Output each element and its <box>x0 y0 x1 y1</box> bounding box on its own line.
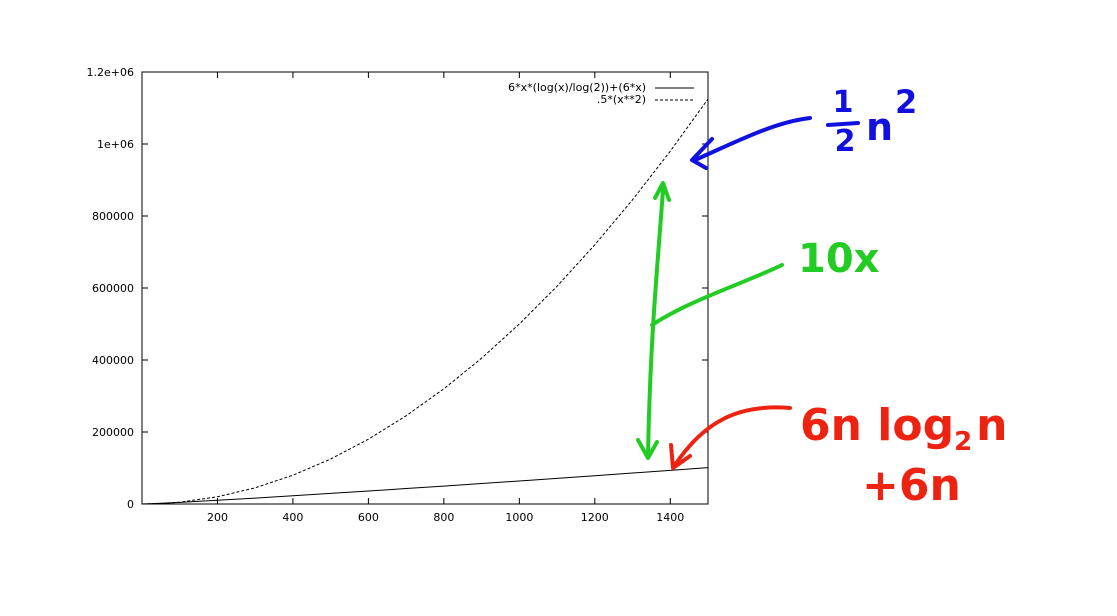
legend-label-series-2: .5*(x**2) <box>597 93 646 106</box>
x-tick-label: 800 <box>433 511 454 524</box>
blue-arrow-shaft <box>693 116 812 162</box>
ten-x-label: 10x <box>798 236 880 282</box>
y-tick-label: 200000 <box>92 426 134 439</box>
annotation-n-log-n <box>669 405 792 470</box>
green-arrow-head-down <box>636 438 659 460</box>
series-line-2 <box>142 98 709 505</box>
y-tick-label: 400000 <box>92 354 134 367</box>
x-tick-label: 1000 <box>505 511 533 524</box>
green-pointer-line <box>650 263 784 327</box>
n-log-n-label-line1: 6n log2n <box>800 400 1008 457</box>
annotation-ten-x <box>636 181 784 460</box>
y-tick-label: 600000 <box>92 282 134 295</box>
green-arrow-head-up <box>653 181 671 202</box>
x-tick-label: 400 <box>282 511 303 524</box>
n-log-n-subscript: 2 <box>954 427 972 457</box>
n-log-n-part-a: 6n log <box>800 400 954 451</box>
red-arrow-shaft <box>673 405 792 467</box>
y-tick-label: 0 <box>127 498 134 511</box>
n-squared-exponent: 2 <box>895 83 917 121</box>
blue-arrow-head <box>690 137 714 170</box>
axis-ticks: 200 400 600 800 1000 1200 1400 0 200000 400000 600… <box>87 66 708 524</box>
y-tick-label: 1e+06 <box>97 138 134 151</box>
n-log-n-part-b: n <box>976 400 1007 451</box>
y-tick-label: 1.2e+06 <box>87 66 134 79</box>
x-tick-label: 1200 <box>581 511 609 524</box>
legend-label-series-1: 6*x*(log(x)/log(2))+(6*x) <box>508 81 646 94</box>
red-arrow-head <box>669 443 692 470</box>
green-double-arrow-shaft <box>646 188 665 457</box>
series-line-1 <box>142 467 709 505</box>
x-tick-label: 600 <box>358 511 379 524</box>
n-squared-base: n <box>866 105 893 149</box>
annotation-half-n-squared <box>690 116 860 170</box>
x-tick-label: 200 <box>207 511 228 524</box>
y-tick-label: 800000 <box>92 210 134 223</box>
fraction-bar <box>826 121 860 127</box>
x-tick-label: 1400 <box>656 511 684 524</box>
series-layer <box>142 98 709 505</box>
n-log-n-label-line2: +6n <box>862 460 961 511</box>
half-numerator: 1 <box>833 85 854 120</box>
half-denominator: 2 <box>835 124 856 159</box>
legend: 6*x*(log(x)/log(2))+(6*x) .5*(x**2) <box>508 81 694 106</box>
